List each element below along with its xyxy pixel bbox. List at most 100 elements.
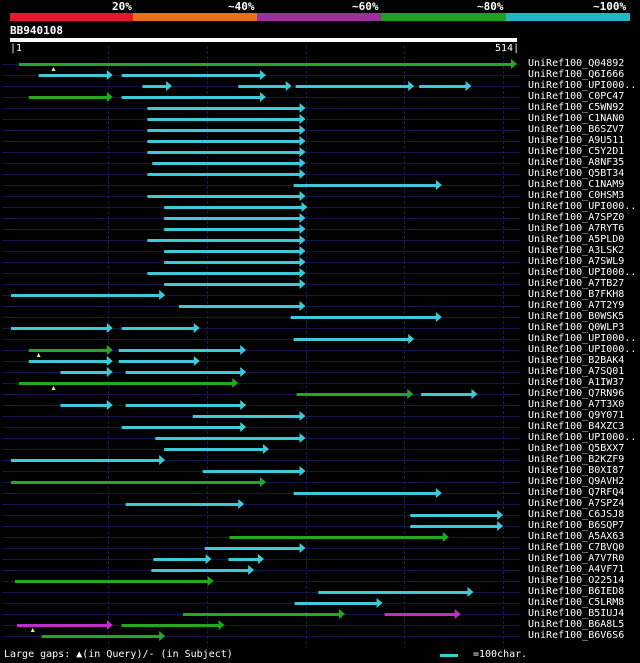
hit-label[interactable]: UniRef100_Q6I666 [528,69,625,80]
hit-label[interactable]: UniRef100_B6SZV7 [528,124,625,135]
hit-label[interactable]: UniRef100_Q7RN96 [528,388,625,399]
hit-label[interactable]: UniRef100_Q5BT34 [528,168,625,179]
alignment-bar [164,228,301,231]
alignment-arrowhead [106,620,113,630]
hit-label[interactable]: UniRef100_C7BVQ0 [528,542,625,553]
alignment-arrowhead [299,411,306,421]
hit-label[interactable]: UniRef100_B6SQP7 [528,520,625,531]
alignment-arrowhead [435,180,442,190]
hit-label[interactable]: UniRef100_A7RYT6 [528,223,625,234]
hit-label[interactable]: UniRef100_A7T3X0 [528,399,625,410]
hit-label[interactable]: UniRef100_A8NF35 [528,157,625,168]
legend-label-100: ~100% [593,0,627,13]
alignment-arrowhead [454,609,461,619]
hit-label[interactable]: UniRef100_B6V6S6 [528,630,625,641]
alignment-bar [14,580,209,583]
hit-label[interactable]: UniRef100_A3LSK2 [528,245,625,256]
hit-label[interactable]: UniRef100_Q5BXX7 [528,443,625,454]
alignment-bar [125,404,242,407]
alignment-bar [294,602,378,605]
alignment-bar [151,569,250,572]
alignment-arrowhead [299,466,306,476]
hit-label[interactable]: UniRef100_B6A8L5 [528,619,625,630]
hit-label[interactable]: UniRef100_A1IW37 [528,377,625,388]
hit-label[interactable]: UniRef100_A7SWL9 [528,256,625,267]
alignment-bar [147,173,301,176]
hit-label[interactable]: UniRef100_UPI000.. [528,333,637,344]
alignment-bar [10,327,108,330]
legend-label-20: 20% [112,0,132,13]
hit-label[interactable]: UniRef100_A7SQ01 [528,366,625,377]
hit-label[interactable]: UniRef100_A5AX63 [528,531,625,542]
alignment-bar [164,206,303,209]
query-gap-marker [51,386,56,390]
hit-label[interactable]: UniRef100_B0XI87 [528,465,625,476]
hit-label[interactable]: UniRef100_B2BAK4 [528,355,625,366]
alignment-arrowhead [193,356,200,366]
alignment-arrowhead [299,147,306,157]
hit-label[interactable]: UniRef100_UPI000.. [528,344,637,355]
hit-label[interactable]: UniRef100_B0WSK5 [528,311,625,322]
hit-label[interactable]: UniRef100_A5PLD0 [528,234,625,245]
alignment-arrowhead [511,59,517,69]
alignment-arrowhead [299,279,306,289]
hit-label[interactable]: UniRef100_Q0WLP3 [528,322,625,333]
alignment-bar [147,272,301,275]
alignment-arrowhead [159,631,166,641]
hit-label[interactable]: UniRef100_C5Y2D1 [528,146,625,157]
alignment-arrowhead [376,598,383,608]
alignment-bar [318,591,469,594]
alignment-bar [18,63,512,66]
hit-label[interactable]: UniRef100_Q7RFQ4 [528,487,625,498]
alignment-bar [16,624,108,627]
query-end-tick: 514| [495,43,520,54]
hit-label[interactable]: UniRef100_A4VF71 [528,564,625,575]
alignment-bar [28,349,108,352]
alignment-arrowhead [299,246,306,256]
hit-label[interactable]: UniRef100_C5WN92 [528,102,625,113]
hit-label[interactable]: UniRef100_A9U511 [528,135,625,146]
alignment-arrowhead [299,103,306,113]
hit-label[interactable]: UniRef100_B4XZC3 [528,421,625,432]
hit-label[interactable]: UniRef100_Q9AVH2 [528,476,625,487]
hit-label[interactable]: UniRef100_C1NAN0 [528,113,625,124]
alignment-arrowhead [299,224,306,234]
alignment-bar [121,624,220,627]
alignment-arrowhead [299,158,306,168]
hit-label[interactable]: UniRef100_C5LRM8 [528,597,625,608]
alignment-bar [164,283,301,286]
hit-label[interactable]: UniRef100_Q9Y071 [528,410,625,421]
alignment-bar [293,492,437,495]
hit-label[interactable]: UniRef100_UPI000.. [528,80,637,91]
alignment-arrowhead [299,301,306,311]
hit-label[interactable]: UniRef100_O22514 [528,575,625,586]
alignment-arrowhead [299,213,306,223]
alignment-arrowhead [205,554,212,564]
hit-label[interactable]: UniRef100_UPI000.. [528,432,637,443]
alignment-arrowhead [218,620,225,630]
hit-label[interactable]: UniRef100_B6IED8 [528,586,625,597]
alignment-bar [10,481,261,484]
hit-label[interactable]: UniRef100_B5IUJ4 [528,608,625,619]
hit-label[interactable]: UniRef100_C1NAM9 [528,179,625,190]
hit-label[interactable]: UniRef100_C0HSM3 [528,190,625,201]
gaps-legend: Large gaps: ▲(in Query)/- (in Subject) [4,649,233,660]
hit-label[interactable]: UniRef100_A7TB27 [528,278,625,289]
hit-label[interactable]: UniRef100_A7V7R0 [528,553,625,564]
alignment-arrowhead [497,521,504,531]
hit-label[interactable]: UniRef100_A7SPZ4 [528,498,625,509]
hit-label[interactable]: UniRef100_UPI000.. [528,201,637,212]
alignment-bar [164,261,301,264]
alignment-bar [60,404,108,407]
hit-label[interactable]: UniRef100_C6JSJ8 [528,509,625,520]
hit-label[interactable]: UniRef100_UPI000.. [528,267,637,278]
hit-label[interactable]: UniRef100_A7T2Y9 [528,300,625,311]
hit-label[interactable]: UniRef100_B7FKH8 [528,289,625,300]
hit-label[interactable]: UniRef100_A7SPZ0 [528,212,625,223]
hit-label[interactable]: UniRef100_C0PC47 [528,91,625,102]
hit-label[interactable]: UniRef100_Q04892 [528,58,625,69]
hit-label[interactable]: UniRef100_B2KZF9 [528,454,625,465]
alignment-arrowhead [299,235,306,245]
alignment-bar [164,217,301,220]
